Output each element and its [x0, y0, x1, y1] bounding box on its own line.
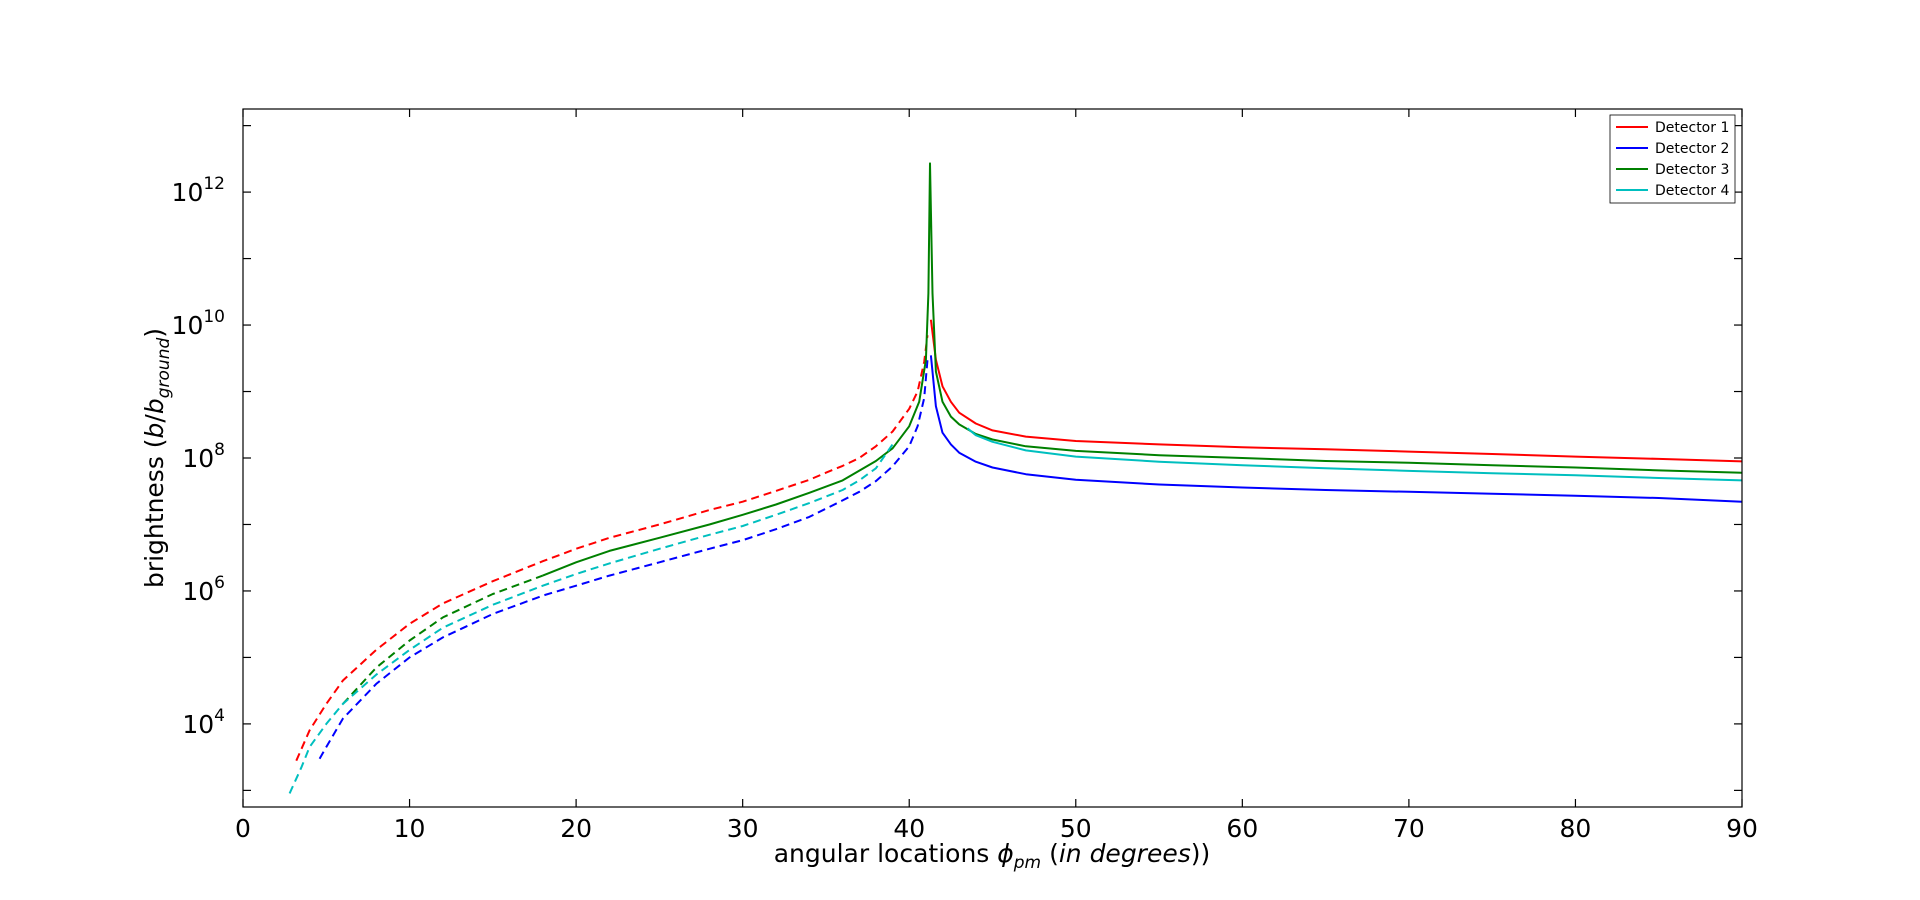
series-line-detector-3-dashed [342, 574, 544, 705]
legend: Detector 1 Detector 2 Detector 3 Detecto… [1609, 114, 1736, 204]
x-tick-label: 20 [560, 814, 592, 843]
x-axis-title: angular locations ϕpm (in degrees)) [774, 839, 1211, 873]
series-line-detector-1-solid [929, 319, 1743, 463]
x-tick-label: 80 [1560, 814, 1592, 843]
series-line-detector-2-solid [929, 355, 1743, 503]
x-axis-ticks: 0 10 20 30 40 50 60 70 80 90 [235, 109, 1758, 843]
x-tick-label: 70 [1393, 814, 1425, 843]
series-line-detector-2-dashed [318, 359, 929, 760]
y-axis-title: brightness (b/bground) [140, 328, 174, 588]
y-tick-label: 106 [182, 573, 225, 606]
series-line-detector-3-solid [542, 162, 1743, 577]
x-tick-label: 40 [893, 814, 925, 843]
x-tick-label: 90 [1726, 814, 1758, 843]
legend-box [1609, 114, 1736, 204]
x-tick-label: 10 [394, 814, 426, 843]
y-tick-label: 104 [182, 706, 225, 739]
series-line-detector-4-dashed [288, 443, 894, 794]
plot-lines [288, 162, 1743, 794]
x-tick-label: 60 [1226, 814, 1258, 843]
y-axis-ticks: 104 106 108 1010 1012 [172, 125, 1742, 791]
x-tick-label: 50 [1060, 814, 1092, 843]
legend-label-detector-2: Detector 2 [1655, 141, 1729, 157]
series-line-detector-4-solid [966, 427, 1743, 482]
series-line-detector-1-dashed [295, 335, 929, 762]
x-tick-label: 30 [727, 814, 759, 843]
x-tick-label: 0 [235, 814, 251, 843]
y-tick-label: 108 [182, 440, 225, 473]
legend-label-detector-4: Detector 4 [1655, 183, 1729, 199]
legend-label-detector-1: Detector 1 [1655, 120, 1729, 136]
y-tick-label: 1010 [172, 307, 225, 340]
y-tick-label: 1012 [172, 174, 225, 207]
plot-frame [242, 108, 1743, 808]
legend-label-detector-3: Detector 3 [1655, 162, 1729, 178]
